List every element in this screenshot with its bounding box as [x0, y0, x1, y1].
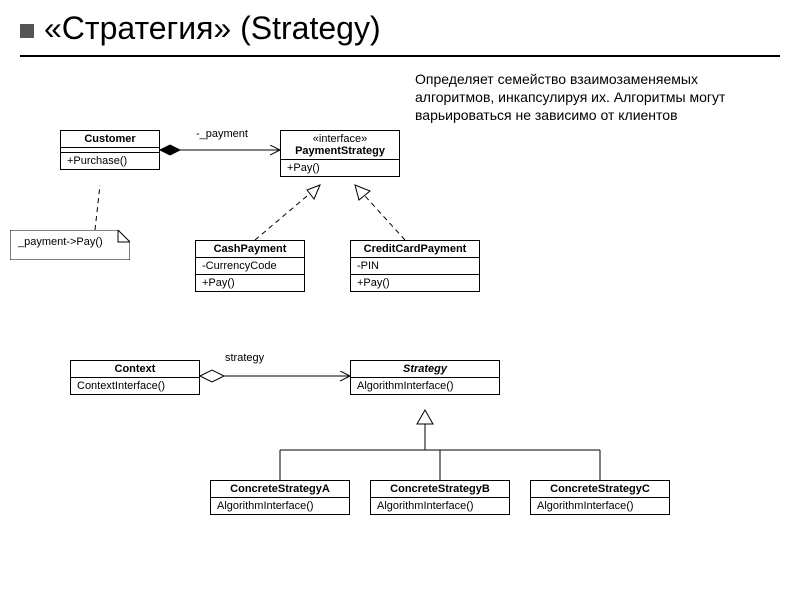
class-cash-payment: CashPayment -CurrencyCode +Pay() [195, 240, 305, 292]
class-ops: AlgorithmInterface() [371, 498, 509, 514]
description-text: Определяет семейство взаимозаменяемых ал… [415, 70, 775, 125]
class-ops: +Purchase() [61, 153, 159, 169]
class-name: CashPayment [214, 243, 287, 255]
class-ops: +Pay() [281, 160, 399, 176]
class-name: ConcreteStrategyB [390, 483, 490, 495]
class-customer: Customer +Purchase() [60, 130, 160, 170]
class-name: PaymentStrategy [295, 145, 385, 157]
assoc-label-payment: -_payment [196, 128, 248, 140]
class-payment-strategy: «interface» PaymentStrategy +Pay() [280, 130, 400, 177]
assoc-label-strategy: strategy [225, 352, 264, 364]
uml-note: _payment->Pay() [10, 230, 130, 260]
title-text: «Стратегия» (Strategy) [44, 10, 381, 46]
class-name: Strategy [403, 363, 447, 375]
class-name: Context [115, 363, 156, 375]
class-credit-card-payment: CreditCardPayment -PIN +Pay() [350, 240, 480, 292]
class-name: ConcreteStrategyC [550, 483, 650, 495]
class-attrs: -PIN [351, 258, 479, 275]
class-ops: +Pay() [351, 275, 479, 291]
class-attrs: -CurrencyCode [196, 258, 304, 275]
note-text: _payment->Pay() [10, 230, 130, 254]
class-ops: +Pay() [196, 275, 304, 291]
class-concrete-a: ConcreteStrategyA AlgorithmInterface() [210, 480, 350, 515]
class-name: ConcreteStrategyA [230, 483, 330, 495]
class-ops: AlgorithmInterface() [531, 498, 669, 514]
class-ops: AlgorithmInterface() [351, 378, 499, 394]
class-stereotype: «interface» [287, 133, 393, 145]
class-context: Context ContextInterface() [70, 360, 200, 395]
class-concrete-b: ConcreteStrategyB AlgorithmInterface() [370, 480, 510, 515]
page-title: «Стратегия» (Strategy) [20, 10, 780, 47]
class-concrete-c: ConcreteStrategyC AlgorithmInterface() [530, 480, 670, 515]
class-ops: AlgorithmInterface() [211, 498, 349, 514]
title-area: «Стратегия» (Strategy) [20, 10, 780, 57]
class-name: Customer [84, 133, 135, 145]
class-ops: ContextInterface() [71, 378, 199, 394]
class-strategy: Strategy AlgorithmInterface() [350, 360, 500, 395]
class-name: CreditCardPayment [364, 243, 467, 255]
